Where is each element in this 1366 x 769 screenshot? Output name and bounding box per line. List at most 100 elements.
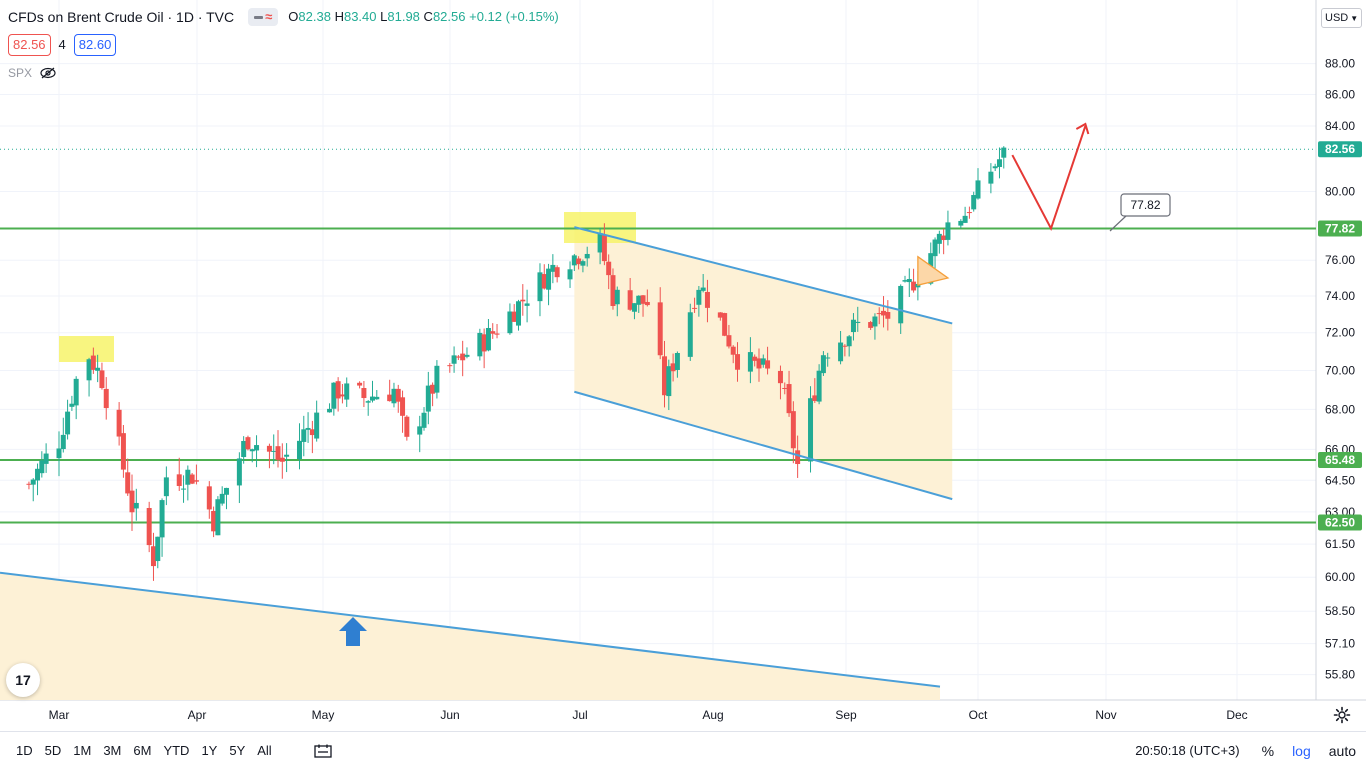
forecast-arrowhead — [1075, 122, 1090, 135]
lower-channel-fill — [0, 572, 940, 700]
candle-down — [511, 311, 517, 322]
candle-up — [56, 448, 62, 459]
price-tick-label: 86.00 — [1325, 87, 1355, 101]
range-1y-button[interactable]: 1Y — [201, 743, 218, 758]
candle-down — [627, 290, 633, 310]
candle-down — [357, 382, 363, 386]
candle-up — [327, 408, 333, 413]
candle-up — [571, 255, 577, 266]
candle-up — [73, 378, 79, 406]
candle-up — [584, 253, 590, 259]
candle-up — [872, 316, 878, 327]
bottom-right-controls: 20:50:18 (UTC+3) % log auto — [1135, 732, 1356, 769]
auto-scale-button[interactable]: auto — [1328, 742, 1356, 759]
candle-up — [958, 220, 964, 226]
candle-up — [537, 272, 543, 302]
time-tick-label: Jun — [440, 708, 459, 722]
candle-down — [795, 450, 801, 465]
range-5y-button[interactable]: 5Y — [229, 743, 246, 758]
candle-down — [361, 387, 367, 399]
candle-up — [932, 239, 938, 257]
time-axis: Mar Apr May Jun Jul Aug Sep Oct Nov Dec — [49, 708, 1248, 722]
candle-up — [241, 440, 247, 458]
currency-select[interactable]: USD ▼ — [1321, 8, 1363, 28]
candle-up — [219, 493, 225, 504]
price-chart[interactable]: 77.82 97.0088.0086.0084.0080.0076.0074.0… — [0, 0, 1366, 731]
candle-up — [155, 536, 161, 562]
range-1d-button[interactable]: 1D — [16, 743, 33, 758]
candle-up — [30, 479, 36, 485]
candle-down — [782, 387, 788, 389]
candle-up — [631, 303, 637, 312]
bottom-toolbar: 1D 5D 1M 3M 6M YTD 1Y 5Y All 20:50:18 (U… — [0, 731, 1366, 769]
candle-down — [494, 333, 500, 335]
candle-down — [966, 212, 972, 214]
change-value: +0.12 (+0.15%) — [469, 9, 559, 24]
symbol-legend: CFDs on Brent Crude Oil · 1D · TVC ≈ O82… — [8, 8, 559, 82]
date-range-icon[interactable] — [314, 744, 332, 758]
range-6m-button[interactable]: 6M — [133, 743, 152, 758]
dash-icon — [254, 15, 264, 19]
range-1m-button[interactable]: 1M — [73, 743, 92, 758]
callout-box — [1120, 193, 1171, 217]
buy-price-button[interactable]: 82.60 — [73, 34, 117, 56]
high-key: H — [334, 9, 344, 24]
eye-hidden-icon[interactable] — [40, 67, 56, 79]
candle-up — [35, 468, 41, 481]
log-scale-button[interactable]: log — [1292, 742, 1311, 759]
candle-down — [150, 546, 156, 567]
candle-up — [567, 269, 573, 280]
channel-lower-line — [574, 390, 953, 501]
gear-icon[interactable] — [1333, 706, 1351, 724]
price-tick-label: 84.00 — [1325, 119, 1355, 133]
candle-up — [254, 445, 260, 451]
percent-scale-button[interactable]: % — [1261, 742, 1275, 759]
candle-up — [301, 429, 307, 442]
range-5d-button[interactable]: 5D — [44, 743, 62, 758]
drawing-tools: 77.82 — [339, 122, 1171, 646]
symbol-title[interactable]: CFDs on Brent Crude Oil · 1D · TVC — [8, 9, 235, 25]
candle-up — [425, 385, 431, 412]
candle-down — [790, 411, 796, 449]
candle-down — [193, 480, 199, 482]
candle-up — [747, 352, 753, 372]
range-3m-button[interactable]: 3M — [103, 743, 122, 758]
candle-up — [696, 289, 702, 305]
range-ytd-button[interactable]: YTD — [163, 743, 190, 758]
candle-down — [911, 281, 917, 291]
candle-up — [975, 180, 981, 199]
candle-up — [271, 450, 277, 452]
sell-price-button[interactable]: 82.56 — [8, 34, 51, 56]
candle-down — [576, 258, 582, 265]
candle-down — [120, 433, 126, 470]
ohlc-values: O82.38 H83.40 L81.98 C82.56 +0.12 (+0.15… — [288, 8, 558, 26]
candle-up — [133, 502, 139, 509]
tradingview-logo[interactable]: 17 — [6, 663, 40, 697]
candle-down — [206, 486, 212, 510]
time-tick-label: May — [312, 708, 335, 722]
chart-mode-badge[interactable]: ≈ — [248, 8, 279, 26]
candle-down — [189, 474, 195, 484]
compare-symbol-label[interactable]: SPX — [8, 66, 33, 80]
candle-down — [541, 274, 547, 289]
callout-pointer — [1109, 215, 1127, 232]
highlight-box-march — [59, 336, 114, 362]
candle-up — [181, 488, 187, 490]
price-tick-label: 64.50 — [1325, 473, 1355, 487]
candle-down — [640, 295, 646, 304]
open-key: O — [288, 9, 299, 24]
candle-up — [391, 388, 397, 404]
candle-down — [876, 313, 882, 315]
candle-up — [159, 500, 165, 538]
candle-up — [614, 289, 620, 305]
candle-down — [90, 355, 96, 370]
candle-down — [601, 235, 607, 262]
logo-text: 17 — [15, 672, 31, 688]
range-all-button[interactable]: All — [257, 743, 272, 758]
candle-up — [1001, 147, 1007, 158]
candle-up — [808, 398, 814, 462]
candle-down — [726, 335, 732, 347]
time-tick-label: Oct — [969, 708, 988, 722]
clock-display[interactable]: 20:50:18 (UTC+3) — [1135, 743, 1240, 758]
candle-up — [825, 357, 831, 359]
